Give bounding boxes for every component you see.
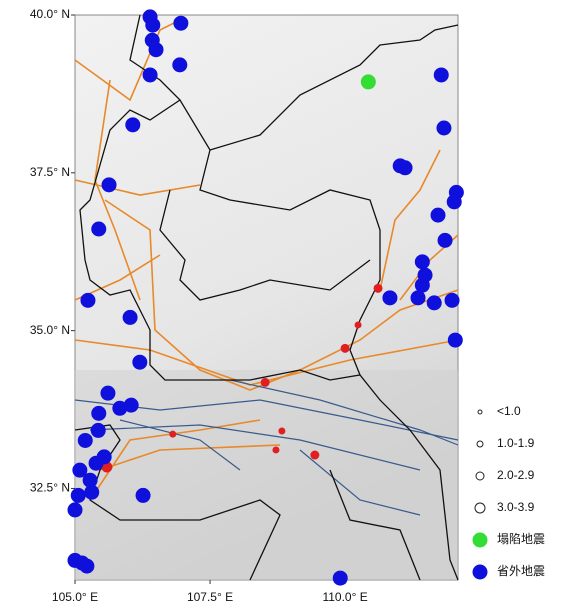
legend-label: 3.0-3.9	[497, 500, 535, 514]
event-marker	[96, 449, 112, 465]
event-marker	[272, 446, 280, 454]
event-marker	[148, 42, 164, 58]
event-marker	[67, 502, 83, 518]
lat-label: 35.0° N	[30, 323, 70, 337]
event-marker	[172, 57, 188, 73]
legend-label: 2.0-2.9	[497, 468, 535, 482]
event-marker	[360, 74, 376, 90]
event-marker	[332, 570, 348, 586]
event-marker	[373, 283, 383, 293]
event-marker	[101, 177, 117, 193]
event-marker	[145, 17, 161, 33]
event-marker	[77, 432, 93, 448]
event-marker	[79, 558, 95, 574]
event-marker	[72, 462, 88, 478]
borders	[74, 14, 459, 581]
event-marker	[414, 254, 430, 270]
legend-symbol	[476, 440, 484, 448]
event-marker	[382, 290, 398, 306]
lon-label: 110.0° E	[322, 590, 367, 604]
event-marker	[123, 397, 139, 413]
event-marker	[80, 292, 96, 308]
event-marker	[447, 332, 463, 348]
event-marker	[446, 194, 462, 210]
event-marker	[125, 117, 141, 133]
event-marker	[444, 292, 460, 308]
legend-symbol	[472, 564, 488, 580]
legend-symbol	[474, 502, 486, 514]
event-marker	[91, 221, 107, 237]
lat-label: 37.5° N	[30, 165, 70, 179]
event-marker	[410, 290, 426, 306]
event-marker	[278, 427, 286, 435]
event-marker	[433, 67, 449, 83]
event-marker	[437, 232, 453, 248]
event-marker	[91, 405, 107, 421]
event-marker	[397, 160, 413, 176]
lat-label: 32.5° N	[30, 481, 70, 495]
legend-symbol	[475, 471, 485, 481]
event-marker	[142, 67, 158, 83]
event-marker	[354, 321, 362, 329]
event-marker	[135, 487, 151, 503]
event-marker	[70, 487, 86, 503]
lon-label: 107.5° E	[187, 590, 233, 604]
event-marker	[436, 120, 452, 136]
event-marker	[90, 422, 106, 438]
legend-label: <1.0	[497, 404, 521, 418]
legend-symbol	[477, 409, 483, 415]
event-marker	[414, 277, 430, 293]
events	[67, 9, 464, 586]
event-marker	[132, 354, 148, 370]
event-marker	[426, 295, 442, 311]
lon-label: 105.0° E	[52, 590, 98, 604]
event-marker	[169, 430, 177, 438]
axis-labels: 40.0° N 37.5° N 35.0° N 32.5° N 105.0° E 107.…	[30, 7, 368, 604]
legend-label: 1.0-1.9	[497, 436, 535, 450]
event-marker	[122, 309, 138, 325]
event-marker	[430, 207, 446, 223]
event-marker	[100, 385, 116, 401]
legend-symbol	[472, 532, 488, 548]
event-marker	[260, 377, 270, 387]
lat-label: 40.0° N	[30, 7, 70, 21]
legend-label: 省外地震	[497, 564, 545, 578]
event-marker	[84, 484, 100, 500]
event-marker	[173, 15, 189, 31]
legend-label: 塌陷地震	[497, 531, 545, 546]
event-marker	[310, 450, 320, 460]
event-marker	[340, 343, 350, 353]
map-area	[74, 14, 459, 581]
